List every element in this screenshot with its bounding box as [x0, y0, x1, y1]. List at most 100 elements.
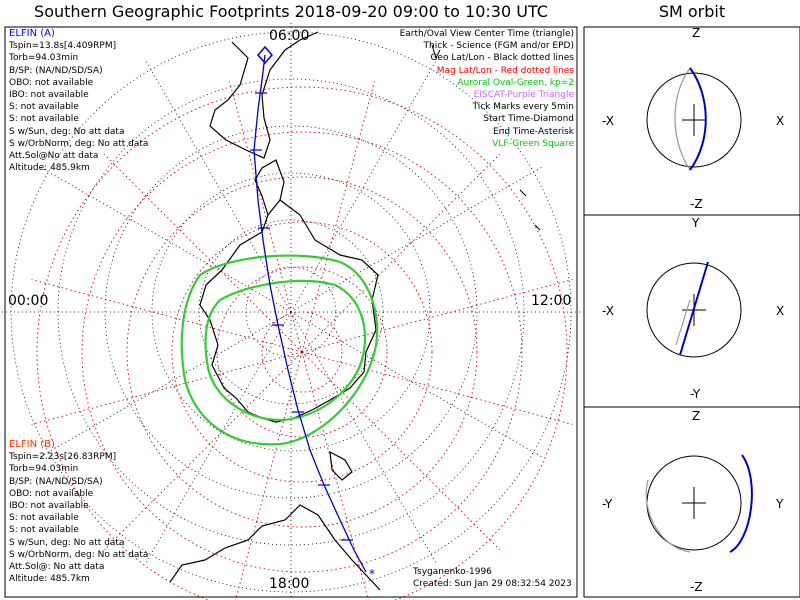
model-footer: Tsyganenko-1996 Created: Sun Jan 29 08:3… [413, 566, 572, 590]
axis-label-left: -Y [602, 497, 613, 511]
mag-lat-circle [261, 311, 343, 393]
lt-label-left: 00:00 [8, 293, 48, 309]
geo-lat-circle [151, 172, 431, 452]
mag-lon-line [103, 153, 303, 353]
geo-lon-line [290, 311, 543, 458]
elfin-a-line: B/SP: (NA/ND/SD/SA) [9, 65, 103, 76]
elfin-a-info: ELFIN (A) Tspin=13.8s[4.409RPM] Torb=94.… [9, 28, 148, 174]
elfin-b-line: S: not available [9, 513, 79, 524]
earth-circle [646, 262, 742, 358]
auroral-oval-inner [204, 279, 366, 422]
mag-lat-circle [126, 176, 478, 528]
elfin-b-line: IBO: not available [9, 501, 89, 512]
elfin-a-line: Altitude: 485.9km [9, 163, 90, 174]
sm-orbit-title: SM orbit [658, 2, 726, 21]
elfin-b-info: ELFIN (B) Tspin=2.23s[26.83RPM] Torb=94.… [9, 439, 148, 585]
geo-lon-line [39, 166, 292, 313]
axis-label-right: Y [775, 497, 784, 511]
sm-orbit-track [689, 67, 707, 171]
antarctica-coastline [199, 199, 379, 423]
sm-orbit-gray [674, 67, 691, 171]
created-timestamp: Created: Sun Jan 29 08:32:54 2023 [413, 579, 572, 590]
legend-item: Earth/Oval View Center Time (triangle) [399, 29, 574, 39]
mag-lat-circle [216, 266, 388, 438]
geo-lon-line [290, 311, 437, 564]
islands-coastline [431, 44, 541, 231]
sm-orbit-panels: Z -Z -X X Y -Y -X X Z -Z -Y Y [602, 26, 784, 594]
axis-label-up: Z [692, 409, 700, 423]
legend-item: EISCAT-Purple Triangle [473, 90, 574, 101]
geo-lon-line [290, 166, 543, 313]
axis-label-down: -Y [690, 387, 701, 401]
legend-item: Start Time-Diamond [483, 114, 574, 125]
new-zealand-coastline [329, 450, 353, 481]
elfin-b-line: Tspin=2.23s[26.83RPM] [9, 452, 117, 463]
mag-lon-line [301, 153, 501, 353]
auroral-oval-outer [180, 254, 379, 446]
elfin-a-name: ELFIN (A) [9, 28, 55, 39]
sm-orbit-gray [645, 479, 691, 553]
lt-label-right: 12:00 [531, 293, 571, 309]
axis-label-left: -X [602, 114, 614, 128]
elfin-b-line: Altitude: 485.7km [9, 574, 90, 585]
axis-label-right: X [776, 114, 784, 128]
mag-lon-line [301, 351, 369, 600]
geo-mag-grid [1, 22, 581, 600]
axis-label-up: Y [691, 216, 700, 230]
mag-lat-circle [81, 131, 523, 573]
elfin-b-line: OBO: not available [9, 488, 94, 499]
legend-item: Thick - Science (FGM and/or EPD) [423, 41, 574, 52]
legend-item: Geo Lat/Lon - Black dotted lines [430, 53, 574, 64]
legend-item: Tick Marks every 5min [472, 102, 574, 113]
antarctic-peninsula [254, 159, 285, 216]
mag-lon-line [301, 279, 573, 353]
south-america-coastline [209, 31, 319, 159]
elfin-a-line: Tspin=13.8s[4.409RPM] [9, 41, 117, 52]
legend-item: Auroral Oval-Green, kp=2 [457, 77, 574, 88]
mag-lon-line [31, 351, 303, 425]
legend-item: End Time-Asterisk [492, 126, 574, 137]
mag-lon-line [301, 351, 573, 425]
axis-label-left: -X [602, 304, 614, 318]
axis-label-down: -Z [690, 197, 703, 211]
mag-lon-line [301, 351, 501, 551]
geo-lon-line [145, 311, 292, 564]
elfin-b-line: Att.Sol@: No att data [9, 562, 105, 573]
elfin-a-line: Att.Sol@No att data [9, 151, 99, 162]
sm-orbit-track [729, 454, 753, 553]
start-diamond [257, 45, 273, 65]
elfin-b-line: S w/Sun, deg: No att data [9, 537, 125, 548]
elfin-a-line: S w/OrbNorm, deg: No att data [9, 138, 149, 149]
elfin-a-line: IBO: not available [9, 90, 89, 101]
geo-lon-line [145, 60, 292, 313]
australia-coastline [169, 504, 381, 591]
elfin-a-line: S w/Sun, deg: No att data [9, 126, 125, 137]
mag-lon-line [103, 351, 303, 551]
axis-label-right: X [776, 304, 784, 318]
elfin-b-line: B/SP: (NA/ND/SD/SA) [9, 476, 103, 487]
mag-lat-circle [36, 86, 568, 600]
legend-item: Mag Lat/Lon - Red dotted lines [436, 65, 574, 76]
axis-label-down: -Z [690, 580, 703, 594]
mag-lat-circle [171, 221, 433, 483]
sm-orbit-gray [675, 299, 691, 346]
elfin-a-line: OBO: not available [9, 77, 94, 88]
mag-lon-line [301, 81, 375, 353]
elfin-a-line: Torb=94.03min [9, 53, 79, 64]
end-asterisk: * [369, 567, 375, 581]
elfin-b-name: ELFIN (B) [9, 439, 55, 450]
track-tick-marks [250, 92, 353, 541]
elfin-b-line: S w/OrbNorm, deg: No att data [9, 549, 149, 560]
elfin-b-line: S: not available [9, 525, 79, 536]
lt-label-bottom: 18:00 [269, 576, 309, 592]
plot-title: Southern Geographic Footprints 2018-09-2… [34, 2, 548, 21]
mag-lon-line [31, 279, 303, 353]
elfin-a-line: S: not available [9, 102, 79, 113]
geo-lat-circle [104, 125, 478, 499]
sm-frame [583, 26, 800, 598]
legend-item: VLF-Green Square [492, 138, 574, 149]
sm-orbit-track [679, 261, 709, 356]
elfin-b-line: Torb=94.03min [9, 464, 79, 475]
mag-lon-line [229, 81, 303, 353]
elfin-a-line: S: not available [9, 114, 79, 125]
